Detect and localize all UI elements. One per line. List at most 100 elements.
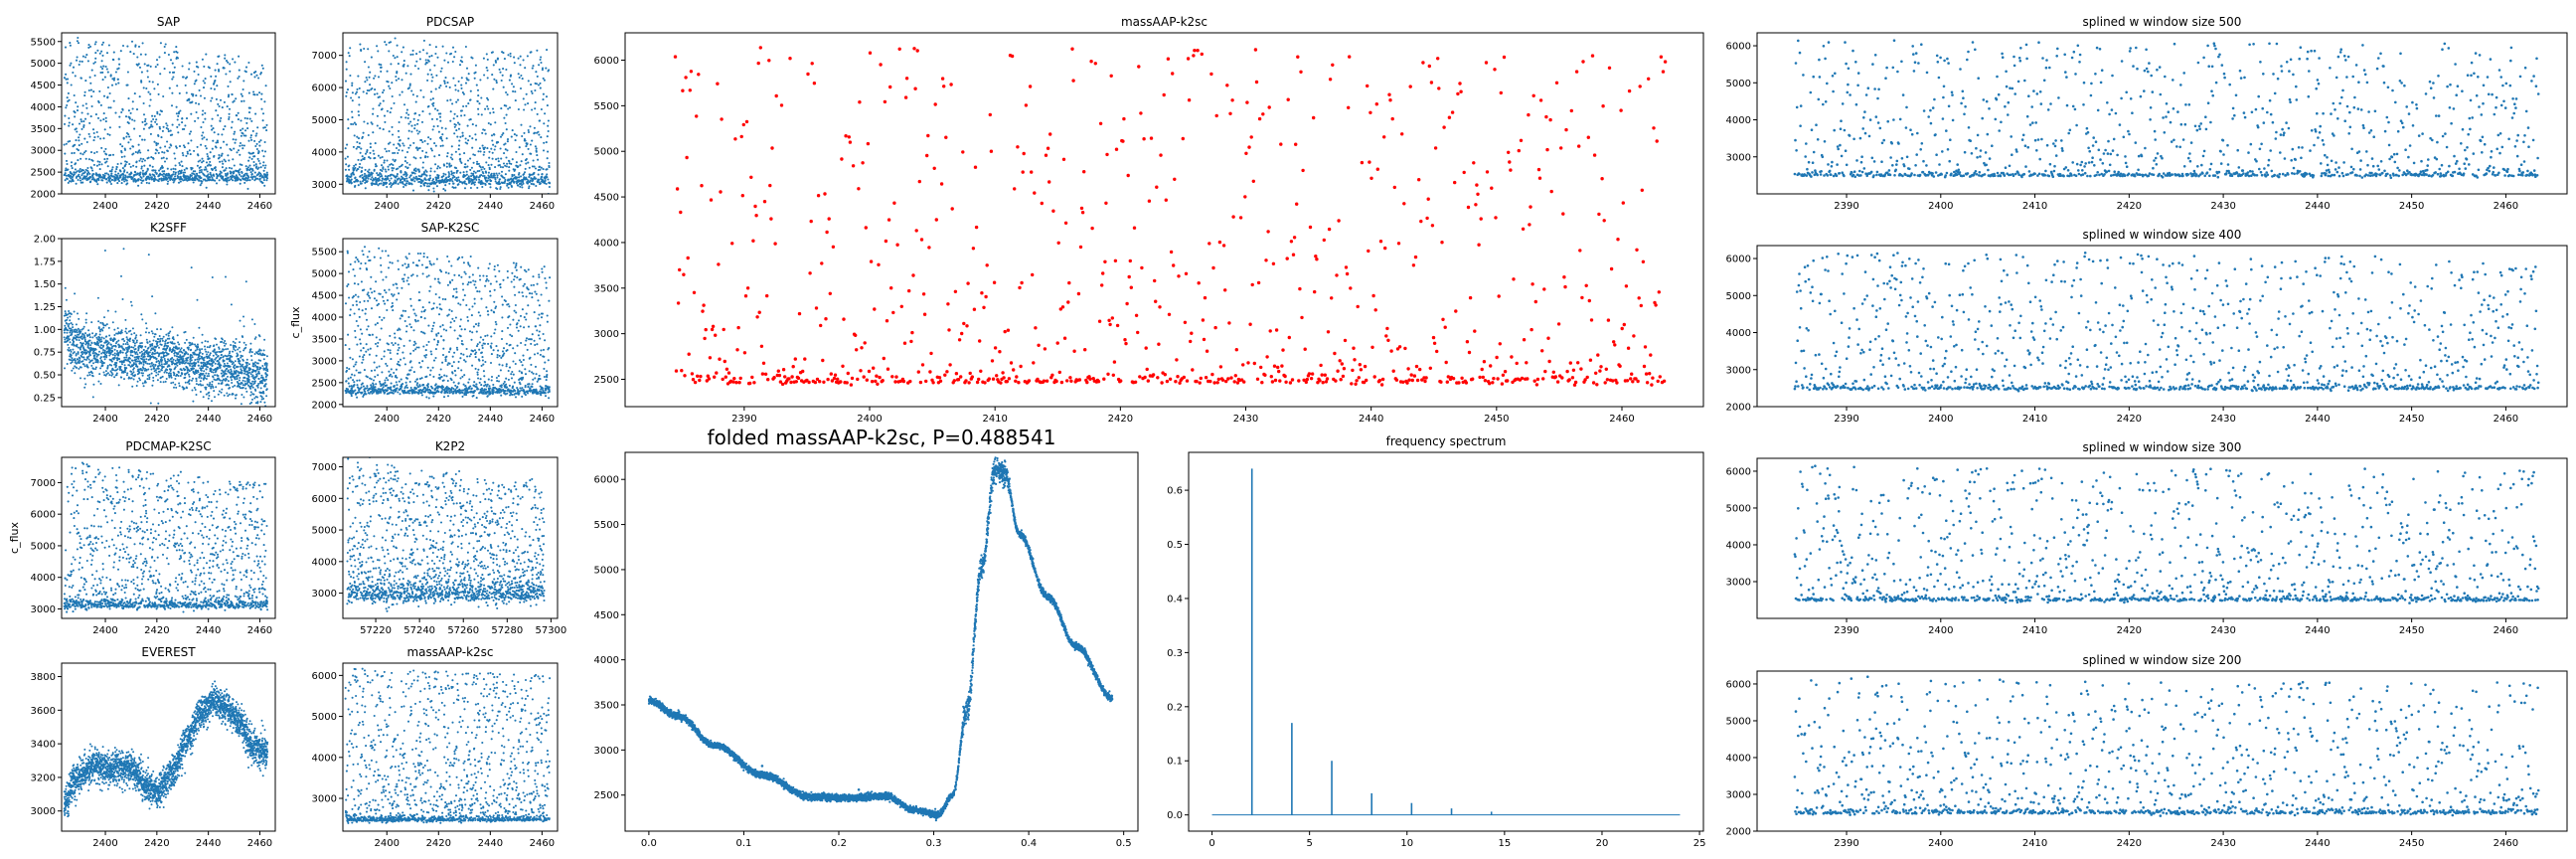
- data-point: [64, 179, 67, 182]
- data-point: [94, 348, 97, 351]
- data-point: [126, 71, 129, 74]
- data-point: [364, 179, 367, 182]
- data-point: [451, 158, 454, 161]
- data-point: [251, 129, 254, 132]
- data-point: [209, 171, 212, 174]
- data-point: [255, 375, 258, 377]
- data-point: [167, 345, 170, 348]
- data-point: [96, 135, 99, 138]
- data-point: [539, 58, 542, 62]
- data-point: [244, 280, 247, 283]
- data-point: [164, 43, 167, 46]
- data-point: [165, 157, 168, 160]
- data-point: [530, 152, 533, 155]
- data-point: [177, 172, 180, 176]
- data-point: [154, 352, 157, 355]
- data-point: [414, 100, 417, 103]
- data-point: [105, 153, 108, 156]
- data-point: [129, 138, 132, 141]
- data-point: [357, 110, 360, 113]
- data-point: [449, 110, 452, 113]
- data-point: [445, 137, 448, 140]
- data-point: [136, 353, 139, 356]
- data-point: [111, 321, 114, 324]
- data-point: [439, 119, 442, 122]
- data-point: [523, 131, 526, 134]
- data-point: [469, 168, 472, 171]
- data-point: [430, 117, 434, 120]
- data-point: [140, 81, 143, 84]
- data-point: [240, 119, 242, 122]
- data-point: [116, 182, 119, 185]
- data-point: [106, 132, 109, 135]
- data-point: [90, 94, 93, 98]
- data-point: [206, 357, 209, 360]
- data-point: [141, 366, 144, 369]
- data-point: [244, 346, 247, 349]
- data-point: [196, 343, 199, 346]
- data-point: [397, 182, 400, 186]
- data-point: [344, 147, 347, 150]
- data-point: [382, 167, 385, 170]
- data-point: [78, 367, 80, 370]
- data-point: [183, 387, 186, 390]
- data-point: [368, 168, 371, 171]
- data-point: [406, 166, 409, 169]
- data-point: [195, 345, 198, 348]
- data-point: [105, 172, 108, 175]
- data-point: [230, 368, 233, 371]
- data-point: [442, 188, 445, 191]
- data-point: [90, 167, 93, 170]
- data-point: [148, 178, 151, 181]
- data-point: [232, 138, 235, 141]
- data-point: [370, 121, 373, 124]
- data-point: [431, 179, 434, 182]
- data-point: [415, 146, 418, 149]
- data-point: [104, 120, 107, 123]
- data-point: [378, 177, 381, 180]
- data-point: [99, 119, 102, 122]
- data-point: [256, 401, 259, 404]
- data-point: [68, 346, 71, 349]
- data-point: [528, 166, 531, 169]
- data-point: [84, 102, 87, 105]
- data-point: [376, 114, 379, 117]
- data-point: [143, 120, 147, 123]
- data-point: [375, 183, 378, 186]
- data-point: [484, 132, 487, 135]
- data-point: [219, 160, 222, 163]
- data-point: [222, 140, 226, 143]
- data-point: [185, 117, 189, 120]
- data-point: [485, 53, 488, 56]
- data-point: [407, 113, 410, 116]
- data-point: [139, 379, 141, 382]
- data-point: [141, 374, 144, 377]
- data-point: [71, 361, 74, 364]
- data-point: [204, 78, 207, 81]
- data-point: [252, 365, 255, 368]
- data-point: [227, 395, 230, 398]
- data-point: [123, 169, 126, 172]
- data-point: [150, 330, 153, 333]
- data-point: [214, 351, 217, 354]
- data-point: [525, 157, 528, 161]
- data-point: [469, 98, 472, 101]
- data-point: [359, 43, 362, 46]
- data-point: [162, 366, 165, 368]
- data-point: [382, 99, 385, 102]
- data-point: [259, 367, 262, 370]
- data-point: [225, 378, 228, 381]
- data-point: [86, 173, 89, 176]
- data-point: [344, 157, 347, 160]
- data-point: [218, 70, 221, 73]
- data-point: [347, 52, 350, 55]
- data-point: [129, 361, 131, 364]
- data-point: [254, 134, 257, 137]
- data-point: [512, 89, 515, 92]
- data-point: [139, 171, 142, 174]
- data-point: [257, 166, 260, 169]
- data-point: [222, 128, 225, 131]
- data-point: [447, 171, 450, 174]
- data-point: [115, 372, 118, 375]
